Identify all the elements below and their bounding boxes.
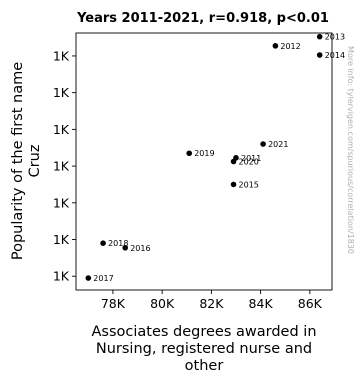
x-tick-label: 84K [249,296,274,311]
y-tick-label: 1K [53,85,70,100]
plot-area [75,32,333,291]
x-axis-label-line: other [185,358,224,374]
point-label-2019: 2019 [194,149,214,158]
point-label-2021: 2021 [268,140,288,149]
data-point-2017 [85,275,92,281]
x-axis: 78K 80K 82K 84K 86K [101,290,323,311]
data-point-2021 [260,141,266,147]
x-tick-label: 80K [150,296,175,311]
y-axis-label-line: Cruz [27,145,43,178]
data-point-2014 [316,52,323,58]
y-axis: 1K 1K 1K 1K 1K 1K 1K [53,48,76,284]
data-point-2018 [100,240,106,246]
y-axis-label-line: Popularity of the first name [10,62,26,260]
y-tick-label: 1K [53,48,70,63]
y-tick-label: 1K [53,195,70,210]
y-tick-label: 1K [53,122,70,137]
point-label-2018: 2018 [108,239,128,248]
x-tick-label: 78K [101,296,126,311]
point-label-2015: 2015 [239,180,259,189]
x-axis-label: Associates degrees awarded in Nursing, re… [91,324,316,374]
x-axis-label-line: Nursing, registered nurse and [96,341,312,357]
point-label-2016: 2016 [130,244,150,253]
watermark: More info: tylervigen.com/spurious/corre… [346,46,355,254]
y-axis-label: Popularity of the first nameCruz [10,62,43,260]
x-axis-label-line: Associates degrees awarded in [91,324,316,340]
point-label-2020: 2020 [239,158,259,167]
data-point-2016 [122,244,129,251]
data-point-2012 [272,43,279,49]
point-label-2013: 2013 [325,33,345,42]
y-tick-label: 1K [53,269,70,284]
data-point-2013 [316,33,323,40]
data-point-2019 [186,150,193,157]
x-tick-label: 86K [298,296,323,311]
point-label-2017: 2017 [93,274,113,283]
data-points: 2011 2012 2013 2014 2015 2016 2017 2018 2019 2020… [85,33,345,283]
chart-title: Years 2011-2021, r=0.918, p<0.01 [76,11,329,26]
data-point-2015 [230,181,237,188]
point-label-2011: 2011 [241,154,261,163]
data-point-2020 [230,158,237,165]
point-label-2012: 2012 [280,42,300,51]
point-label-2014: 2014 [325,51,345,60]
y-tick-label: 1K [53,159,70,174]
x-tick-label: 82K [199,296,224,311]
y-tick-label: 1K [53,232,70,247]
